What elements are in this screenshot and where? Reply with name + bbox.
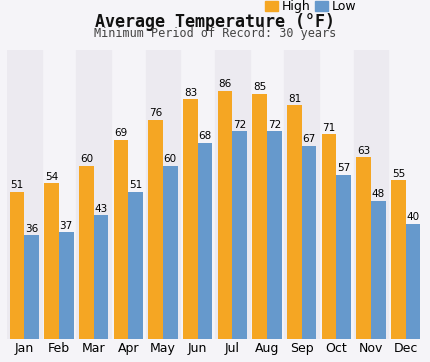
Bar [218,91,232,339]
Text: Minimum Period of Record: 30 years: Minimum Period of Record: 30 years [94,27,336,40]
Bar [322,134,336,339]
Text: 51: 51 [10,181,24,190]
Text: 60: 60 [164,155,177,164]
Text: 51: 51 [129,181,142,190]
Bar [148,120,163,339]
Text: 83: 83 [184,88,197,98]
Bar [183,100,198,339]
Bar [391,180,406,339]
Bar [79,166,94,339]
Text: 63: 63 [357,146,370,156]
Text: 81: 81 [288,94,301,104]
Bar [198,143,212,339]
Bar [302,146,316,339]
Bar [356,157,371,339]
Text: 72: 72 [233,120,246,130]
Bar [354,50,388,339]
Bar [94,215,108,339]
Bar [232,131,247,339]
Text: 37: 37 [60,221,73,231]
Text: 55: 55 [392,169,405,179]
Text: 36: 36 [25,224,38,234]
Bar [24,235,39,339]
Bar [252,94,267,339]
Text: 54: 54 [45,172,58,182]
Text: 86: 86 [218,79,232,89]
Bar [287,105,302,339]
Bar [10,192,24,339]
Bar [267,131,282,339]
Bar [76,50,111,339]
Text: 85: 85 [253,82,266,92]
Bar [128,192,143,339]
Bar [146,50,180,339]
Text: 71: 71 [322,123,336,133]
Text: 76: 76 [149,108,163,118]
Text: 72: 72 [267,120,281,130]
Bar [284,50,319,339]
Bar [406,224,420,339]
Text: Average Temperature (°F): Average Temperature (°F) [95,13,335,31]
Text: 68: 68 [198,131,212,142]
Text: 57: 57 [337,163,350,173]
Text: 40: 40 [406,212,420,222]
Text: 43: 43 [94,203,108,214]
Text: 48: 48 [372,189,385,199]
Bar [336,174,351,339]
Legend: High, Low: High, Low [265,0,356,13]
Bar [7,50,42,339]
Text: 69: 69 [114,129,128,139]
Bar [44,183,59,339]
Bar [163,166,178,339]
Bar [371,201,386,339]
Bar [215,50,250,339]
Text: 60: 60 [80,155,93,164]
Bar [114,140,128,339]
Bar [59,232,74,339]
Text: 67: 67 [302,134,316,144]
